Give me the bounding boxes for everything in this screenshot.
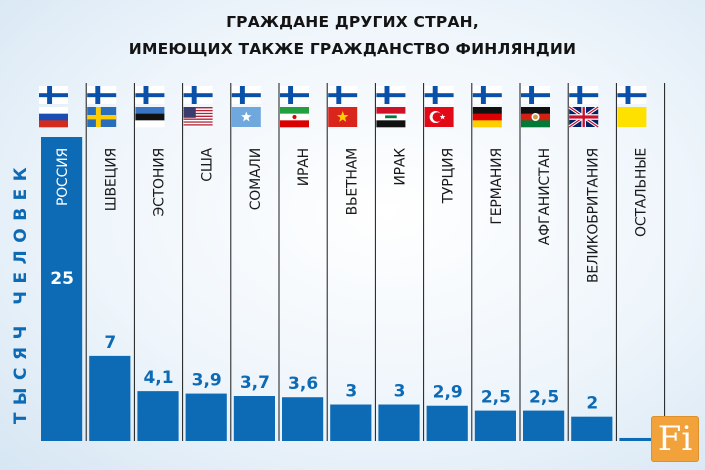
category-label: ИРАК xyxy=(393,148,409,186)
category-label: РОССИЯ xyxy=(55,148,71,206)
data-label: 3,7 xyxy=(240,373,270,393)
category-label: ГЕРМАНИЯ xyxy=(489,148,505,225)
data-label: 2,5 xyxy=(529,388,559,408)
bar xyxy=(89,355,131,441)
bar xyxy=(571,416,613,441)
data-label: 2 xyxy=(586,394,598,414)
bar xyxy=(426,405,468,441)
fi-logo-text: Fi xyxy=(657,419,693,459)
category-label: ОСТАЛЬНЫЕ xyxy=(634,148,650,237)
category-label: ШВЕЦИЯ xyxy=(103,148,119,211)
flag-pair-10 xyxy=(472,86,502,128)
flag-pair-4 xyxy=(183,86,213,127)
bar xyxy=(282,397,324,441)
flag-pair-3 xyxy=(135,86,165,128)
category-label: ВЬЕТНАМ xyxy=(344,148,360,215)
category-label: ЭСТОНИЯ xyxy=(152,148,168,216)
bar xyxy=(474,410,516,441)
flag-pair-5 xyxy=(231,86,261,127)
y-axis-label-text: ТЫСЯЧ ЧЕЛОВЕК xyxy=(11,159,31,425)
bar xyxy=(619,437,661,441)
flag-pair-8 xyxy=(376,86,406,128)
data-label: 2,5 xyxy=(481,388,511,408)
category-label: ВЕЛИКОБРИТАНИЯ xyxy=(585,148,601,283)
bar xyxy=(523,410,565,441)
flag-pair-12 xyxy=(568,86,600,129)
data-label: 3 xyxy=(394,382,406,402)
data-label: 3 xyxy=(345,382,357,402)
bar xyxy=(330,404,372,441)
data-label: 25 xyxy=(50,269,74,289)
data-label: 2,9 xyxy=(433,383,463,403)
category-label: ТУРЦИЯ xyxy=(441,148,457,204)
category-label: ИРАН xyxy=(296,148,312,186)
category-label: США xyxy=(200,147,216,181)
category-label: АФГАНИСТАН xyxy=(537,148,553,245)
data-label: 4,1 xyxy=(143,368,173,388)
flag-pair-6 xyxy=(280,86,309,128)
bar xyxy=(233,396,275,441)
bar xyxy=(137,391,179,441)
bar xyxy=(41,137,83,441)
flag-pair-11 xyxy=(521,86,550,128)
category-label: СОМАЛИ xyxy=(248,148,264,210)
flag-pair-1 xyxy=(39,86,68,128)
data-label: 7 xyxy=(104,333,116,353)
fi-logo: Fi xyxy=(651,416,699,462)
flag-pair-7 xyxy=(328,86,358,127)
flag-pair-13 xyxy=(617,86,647,127)
flag-pair-2 xyxy=(87,86,117,127)
chart-title-line-1: ГРАЖДАНЕ ДРУГИХ СТРАН, xyxy=(226,13,479,31)
flag-pair-9 xyxy=(424,86,454,127)
chart-title-line-2: ИМЕЮЩИХ ТАКЖЕ ГРАЖДАНСТВО ФИНЛЯНДИИ xyxy=(128,40,577,58)
bar xyxy=(378,404,420,441)
bar xyxy=(185,393,227,441)
data-label: 3,9 xyxy=(192,371,222,391)
data-label: 3,6 xyxy=(288,374,318,394)
